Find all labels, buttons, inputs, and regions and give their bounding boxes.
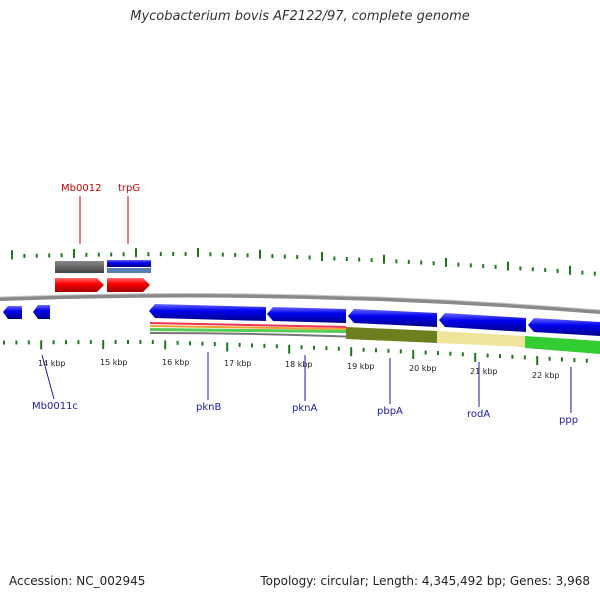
feature-gray-block[interactable] xyxy=(55,261,104,273)
feature-steelblue-block[interactable] xyxy=(107,268,151,273)
forward-features xyxy=(55,260,151,292)
band-bright-green xyxy=(525,336,600,354)
band-orange xyxy=(150,325,346,330)
tick-label-14kbp: 14 kbp xyxy=(38,359,66,368)
scale-tick-labels: 14 kbp 15 kbp 16 kbp 17 kbp 18 kbp 19 kb… xyxy=(38,358,560,380)
band-tan xyxy=(437,331,525,347)
backbone-arc xyxy=(0,293,600,314)
gene-ppp-arrow[interactable] xyxy=(528,318,600,336)
gene-arrow[interactable] xyxy=(3,306,22,319)
band-green xyxy=(150,328,346,333)
tick-label-20kbp: 20 kbp xyxy=(409,364,437,373)
gene-label-ppp[interactable]: ppp xyxy=(559,415,578,426)
gene-label-pbpA[interactable]: pbpA xyxy=(377,406,403,417)
band-red xyxy=(150,322,346,328)
backbone-arc-highlight xyxy=(0,293,600,311)
scale-ticks xyxy=(3,248,596,366)
map-title: Mycobacterium bovis AF2122/97, complete … xyxy=(130,9,470,24)
tick-label-21kbp: 21 kbp xyxy=(470,367,498,376)
gene-Mb0011c-arrow[interactable] xyxy=(33,305,50,319)
gene-pbpA-arrow[interactable] xyxy=(348,309,437,327)
gene-leader-lines xyxy=(41,196,572,413)
gene-label-Mb0011c[interactable]: Mb0011c xyxy=(32,401,78,412)
tick-label-22kbp: 22 kbp xyxy=(532,371,560,380)
gene-label-rodA[interactable]: rodA xyxy=(467,409,490,420)
gene-pknB-arrow[interactable] xyxy=(149,304,266,321)
tick-label-17kbp: 17 kbp xyxy=(224,359,252,368)
band-olive xyxy=(346,327,437,343)
feature-blue-block[interactable] xyxy=(107,260,151,267)
gene-label-pknB[interactable]: pknB xyxy=(196,402,221,413)
gene-label-pknA[interactable]: pknA xyxy=(292,403,317,414)
gene-Mb0011c-leader xyxy=(41,354,55,400)
tick-label-19kbp: 19 kbp xyxy=(347,362,375,371)
gene-rodA-arrow[interactable] xyxy=(439,313,526,332)
gene-pknA-arrow[interactable] xyxy=(267,307,346,323)
topology-label: Topology: circular; Length: 4,345,492 bp… xyxy=(260,574,590,588)
gene-trpG-arrow[interactable] xyxy=(107,278,150,292)
reverse-features xyxy=(3,304,600,336)
tick-label-16kbp: 16 kbp xyxy=(162,358,190,367)
gene-Mb0012-arrow[interactable] xyxy=(55,278,104,292)
tick-label-15kbp: 15 kbp xyxy=(100,358,128,367)
gene-label-trpG[interactable]: trpG xyxy=(118,183,140,194)
annotation-bands xyxy=(150,322,600,354)
gene-label-Mb0012[interactable]: Mb0012 xyxy=(61,183,101,194)
gene-labels: Mb0012 trpG Mb0011c pknB pknA pbpA rodA … xyxy=(32,183,578,426)
accession-label: Accession: NC_002945 xyxy=(9,574,146,588)
tick-label-18kbp: 18 kbp xyxy=(285,360,313,369)
